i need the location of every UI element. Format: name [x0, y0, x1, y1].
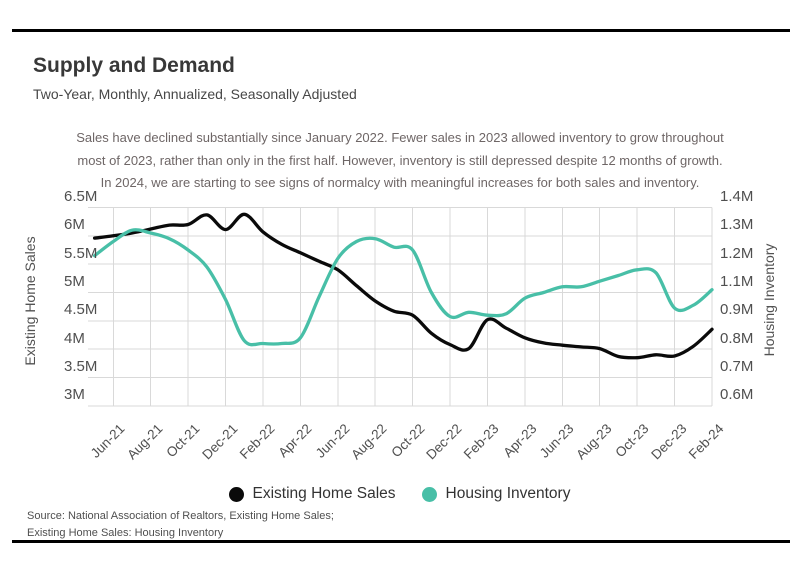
legend-label-inventory: Housing Inventory: [445, 485, 571, 502]
bottom-rule: [12, 540, 790, 543]
chart-title: Supply and Demand: [33, 54, 235, 77]
legend-dot-sales: [228, 486, 244, 502]
existing-home-sales-line: [92, 212, 714, 360]
y-tick-right: 0.9M: [720, 301, 754, 319]
y-tick-left: 3.5M: [64, 357, 98, 375]
y-tick-left: 5M: [64, 272, 85, 290]
y-tick-right: 0.6M: [720, 386, 754, 404]
y-tick-right: 1.4M: [720, 188, 754, 205]
annotation-line-1: Sales have declined substantially since …: [76, 130, 724, 145]
y-tick-left: 3M: [64, 386, 85, 404]
y-tick-left: 6.5M: [64, 188, 98, 205]
y-tick-left: 4.5M: [64, 301, 98, 319]
annotation-line-3: In 2024, we are starting to see signs of…: [100, 175, 700, 190]
chart-annotation: Sales have declined substantially since …: [50, 127, 750, 195]
legend-label-sales: Existing Home Sales: [252, 485, 396, 502]
y-tick-right: 0.8M: [720, 329, 754, 347]
y-tick-right: 1.2M: [720, 244, 754, 262]
y-tick-left: 5.5M: [64, 244, 98, 262]
chart-subtitle: Two-Year, Monthly, Annualized, Seasonall…: [33, 86, 357, 102]
y-tick-left: 4M: [64, 329, 85, 347]
y-tick-right: 1.3M: [720, 216, 754, 234]
source-line-2: Existing Home Sales: Housing Inventory: [27, 527, 224, 539]
housing-inventory-line: [92, 228, 714, 347]
legend-dot-inventory: [421, 486, 437, 502]
y-tick-left: 6M: [64, 216, 85, 234]
top-rule: [12, 29, 790, 32]
annotation-line-2: most of 2023, rather than only in the fi…: [77, 152, 723, 168]
y-tick-right: 0.7M: [720, 357, 754, 375]
legend-item-housing-inventory: Housing Inventory: [421, 485, 571, 503]
gridlines: [88, 207, 713, 407]
y-tick-right: 1.1M: [720, 272, 754, 290]
legend: Existing Home Sales Housing Inventory: [0, 485, 799, 503]
source-line-1: Source: National Association of Realtors…: [27, 510, 334, 522]
legend-item-existing-home-sales: Existing Home Sales: [228, 485, 396, 503]
